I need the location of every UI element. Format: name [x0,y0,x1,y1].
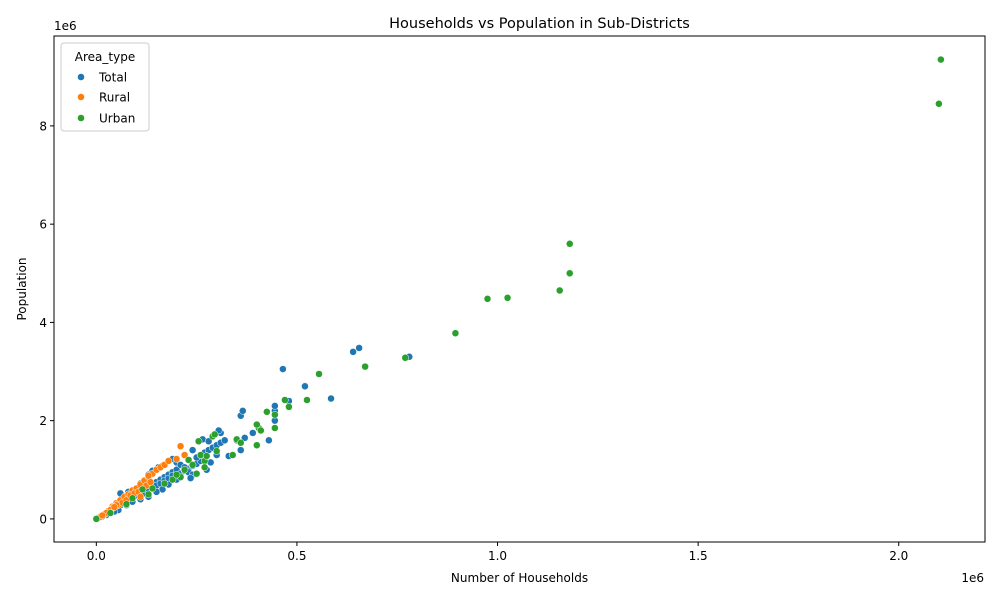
chart-title: Households vs Population in Sub-District… [389,16,690,32]
data-point-rural [146,478,155,486]
data-point-urban [128,494,137,503]
y-offset-label: 1e6 [54,19,77,33]
data-point-total [249,429,257,437]
y-tick-label: 6 [39,218,47,232]
x-tick-label: 0.5 [287,549,306,563]
data-point-total [279,365,287,373]
data-point-total [349,348,357,356]
data-point-urban [200,463,209,472]
data-point-urban [566,240,574,248]
data-point-urban [935,100,943,108]
y-tick-label: 2 [39,414,47,428]
legend-marker-rural [77,93,85,101]
data-point-urban [483,295,492,303]
x-offset-label: 1e6 [961,571,984,585]
data-point-urban [401,354,410,362]
data-point-urban [184,456,193,464]
y-axis-ticks: 0 2 4 6 8 [39,119,54,526]
legend-item-urban: Urban [77,112,135,126]
data-point-rural [176,442,185,450]
data-point-urban [281,396,289,404]
y-tick-label: 8 [39,119,47,133]
data-point-urban [180,466,189,474]
data-point-total [204,437,213,446]
data-point-total [265,436,273,445]
data-point-rural [164,457,173,465]
y-tick-label: 4 [39,316,47,330]
legend: Area_type Total Rural Urban [60,42,150,132]
x-tick-label: 2.0 [889,549,908,563]
data-point-urban [503,294,512,302]
data-point-rural [98,511,107,520]
data-point-total [241,434,249,442]
data-point-urban [361,362,369,371]
data-point-rural [172,455,181,463]
data-point-total [186,474,195,482]
data-point-total [355,344,363,352]
data-point-total [327,394,335,403]
data-point-rural [136,493,145,501]
legend-item-rural: Rural [77,91,130,105]
data-point-urban [285,403,293,411]
data-point-urban [228,451,237,459]
data-point-urban [212,447,221,455]
data-point-total [271,402,279,410]
data-point-urban [92,515,101,523]
data-point-urban [271,411,279,419]
data-point-urban [315,370,323,378]
x-tick-label: 1.5 [689,549,708,563]
axes-frame [53,35,986,543]
data-point-total [220,436,229,445]
data-point-urban [138,485,147,494]
data-point-urban [257,426,265,435]
x-tick-label: 1.0 [488,549,507,563]
data-point-urban [172,470,181,479]
legend-label-total: Total [98,71,127,85]
legend-label-urban: Urban [99,112,135,126]
legend-box [60,42,150,132]
legend-marker-urban [77,114,85,122]
data-point-urban [106,509,115,517]
plot-area [92,55,945,523]
data-point-urban [144,490,153,499]
legend-title: Area_type [75,50,135,64]
data-point-urban [263,408,271,416]
data-point-urban [253,420,261,429]
data-point-urban [303,396,311,404]
data-point-urban [451,329,460,337]
legend-item-total: Total [77,71,127,85]
data-point-total [301,382,309,391]
data-point-urban [210,430,219,439]
data-point-rural [180,451,189,459]
data-point-urban [271,424,279,432]
x-axis-label: Number of Households [451,571,588,585]
legend-label-rural: Rural [99,91,130,105]
data-point-urban [555,286,564,295]
data-point-rural [144,471,153,480]
data-point-urban [192,469,201,478]
legend-marker-total [77,73,85,81]
data-point-total [239,407,247,415]
data-point-urban [168,475,177,484]
data-point-urban [566,269,574,278]
series-urban [92,55,945,523]
data-point-urban [194,437,203,446]
data-point-urban [237,439,245,447]
data-point-rural [110,503,119,511]
data-point-total [188,446,197,454]
data-point-urban [122,500,131,508]
data-point-urban [188,461,197,469]
data-point-urban [937,55,945,64]
data-point-urban [148,484,157,493]
data-point-urban [160,479,169,488]
data-point-urban [202,452,211,460]
data-point-urban [253,441,261,449]
y-axis-label: Population [15,257,29,320]
data-point-total [237,446,245,454]
x-axis-ticks: 0.0 0.5 1.0 1.5 2.0 [87,542,908,563]
y-tick-label: 0 [39,512,47,526]
x-tick-label: 0.0 [87,549,106,563]
